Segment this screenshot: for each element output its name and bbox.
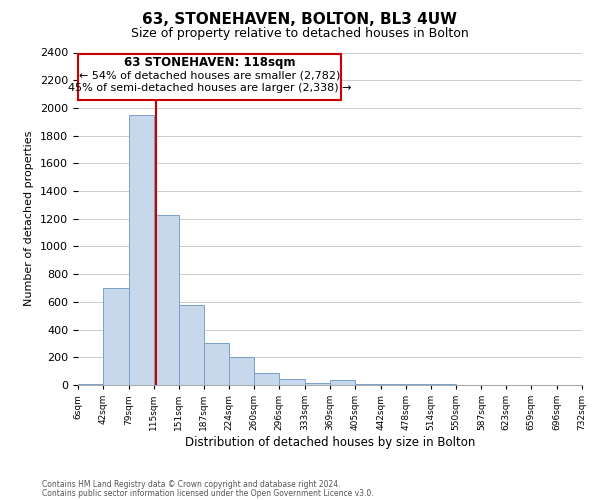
Bar [128, 115, 154, 385]
Bar [154, 214, 179, 385]
Text: Contains HM Land Registry data © Crown copyright and database right 2024.: Contains HM Land Registry data © Crown c… [42, 480, 341, 489]
Bar [280, 379, 305, 385]
Y-axis label: Number of detached properties: Number of detached properties [25, 131, 34, 306]
Bar [203, 344, 229, 385]
Bar [229, 358, 254, 385]
Bar [431, 384, 455, 385]
Bar [330, 380, 355, 385]
Bar [305, 383, 330, 385]
Text: Contains public sector information licensed under the Open Government Licence v3: Contains public sector information licen… [42, 488, 374, 498]
Text: 45% of semi-detached houses are larger (2,338) →: 45% of semi-detached houses are larger (… [68, 82, 352, 92]
Bar [355, 384, 380, 385]
Bar [179, 306, 203, 385]
Bar [380, 384, 406, 385]
Bar [406, 384, 431, 385]
FancyBboxPatch shape [78, 54, 341, 100]
Bar [103, 288, 128, 385]
Bar [254, 373, 280, 385]
Text: 63, STONEHAVEN, BOLTON, BL3 4UW: 63, STONEHAVEN, BOLTON, BL3 4UW [143, 12, 458, 28]
X-axis label: Distribution of detached houses by size in Bolton: Distribution of detached houses by size … [185, 436, 475, 449]
Bar [78, 384, 103, 385]
Text: Size of property relative to detached houses in Bolton: Size of property relative to detached ho… [131, 28, 469, 40]
Text: 63 STONEHAVEN: 118sqm: 63 STONEHAVEN: 118sqm [124, 56, 295, 68]
Text: ← 54% of detached houses are smaller (2,782): ← 54% of detached houses are smaller (2,… [79, 71, 340, 81]
